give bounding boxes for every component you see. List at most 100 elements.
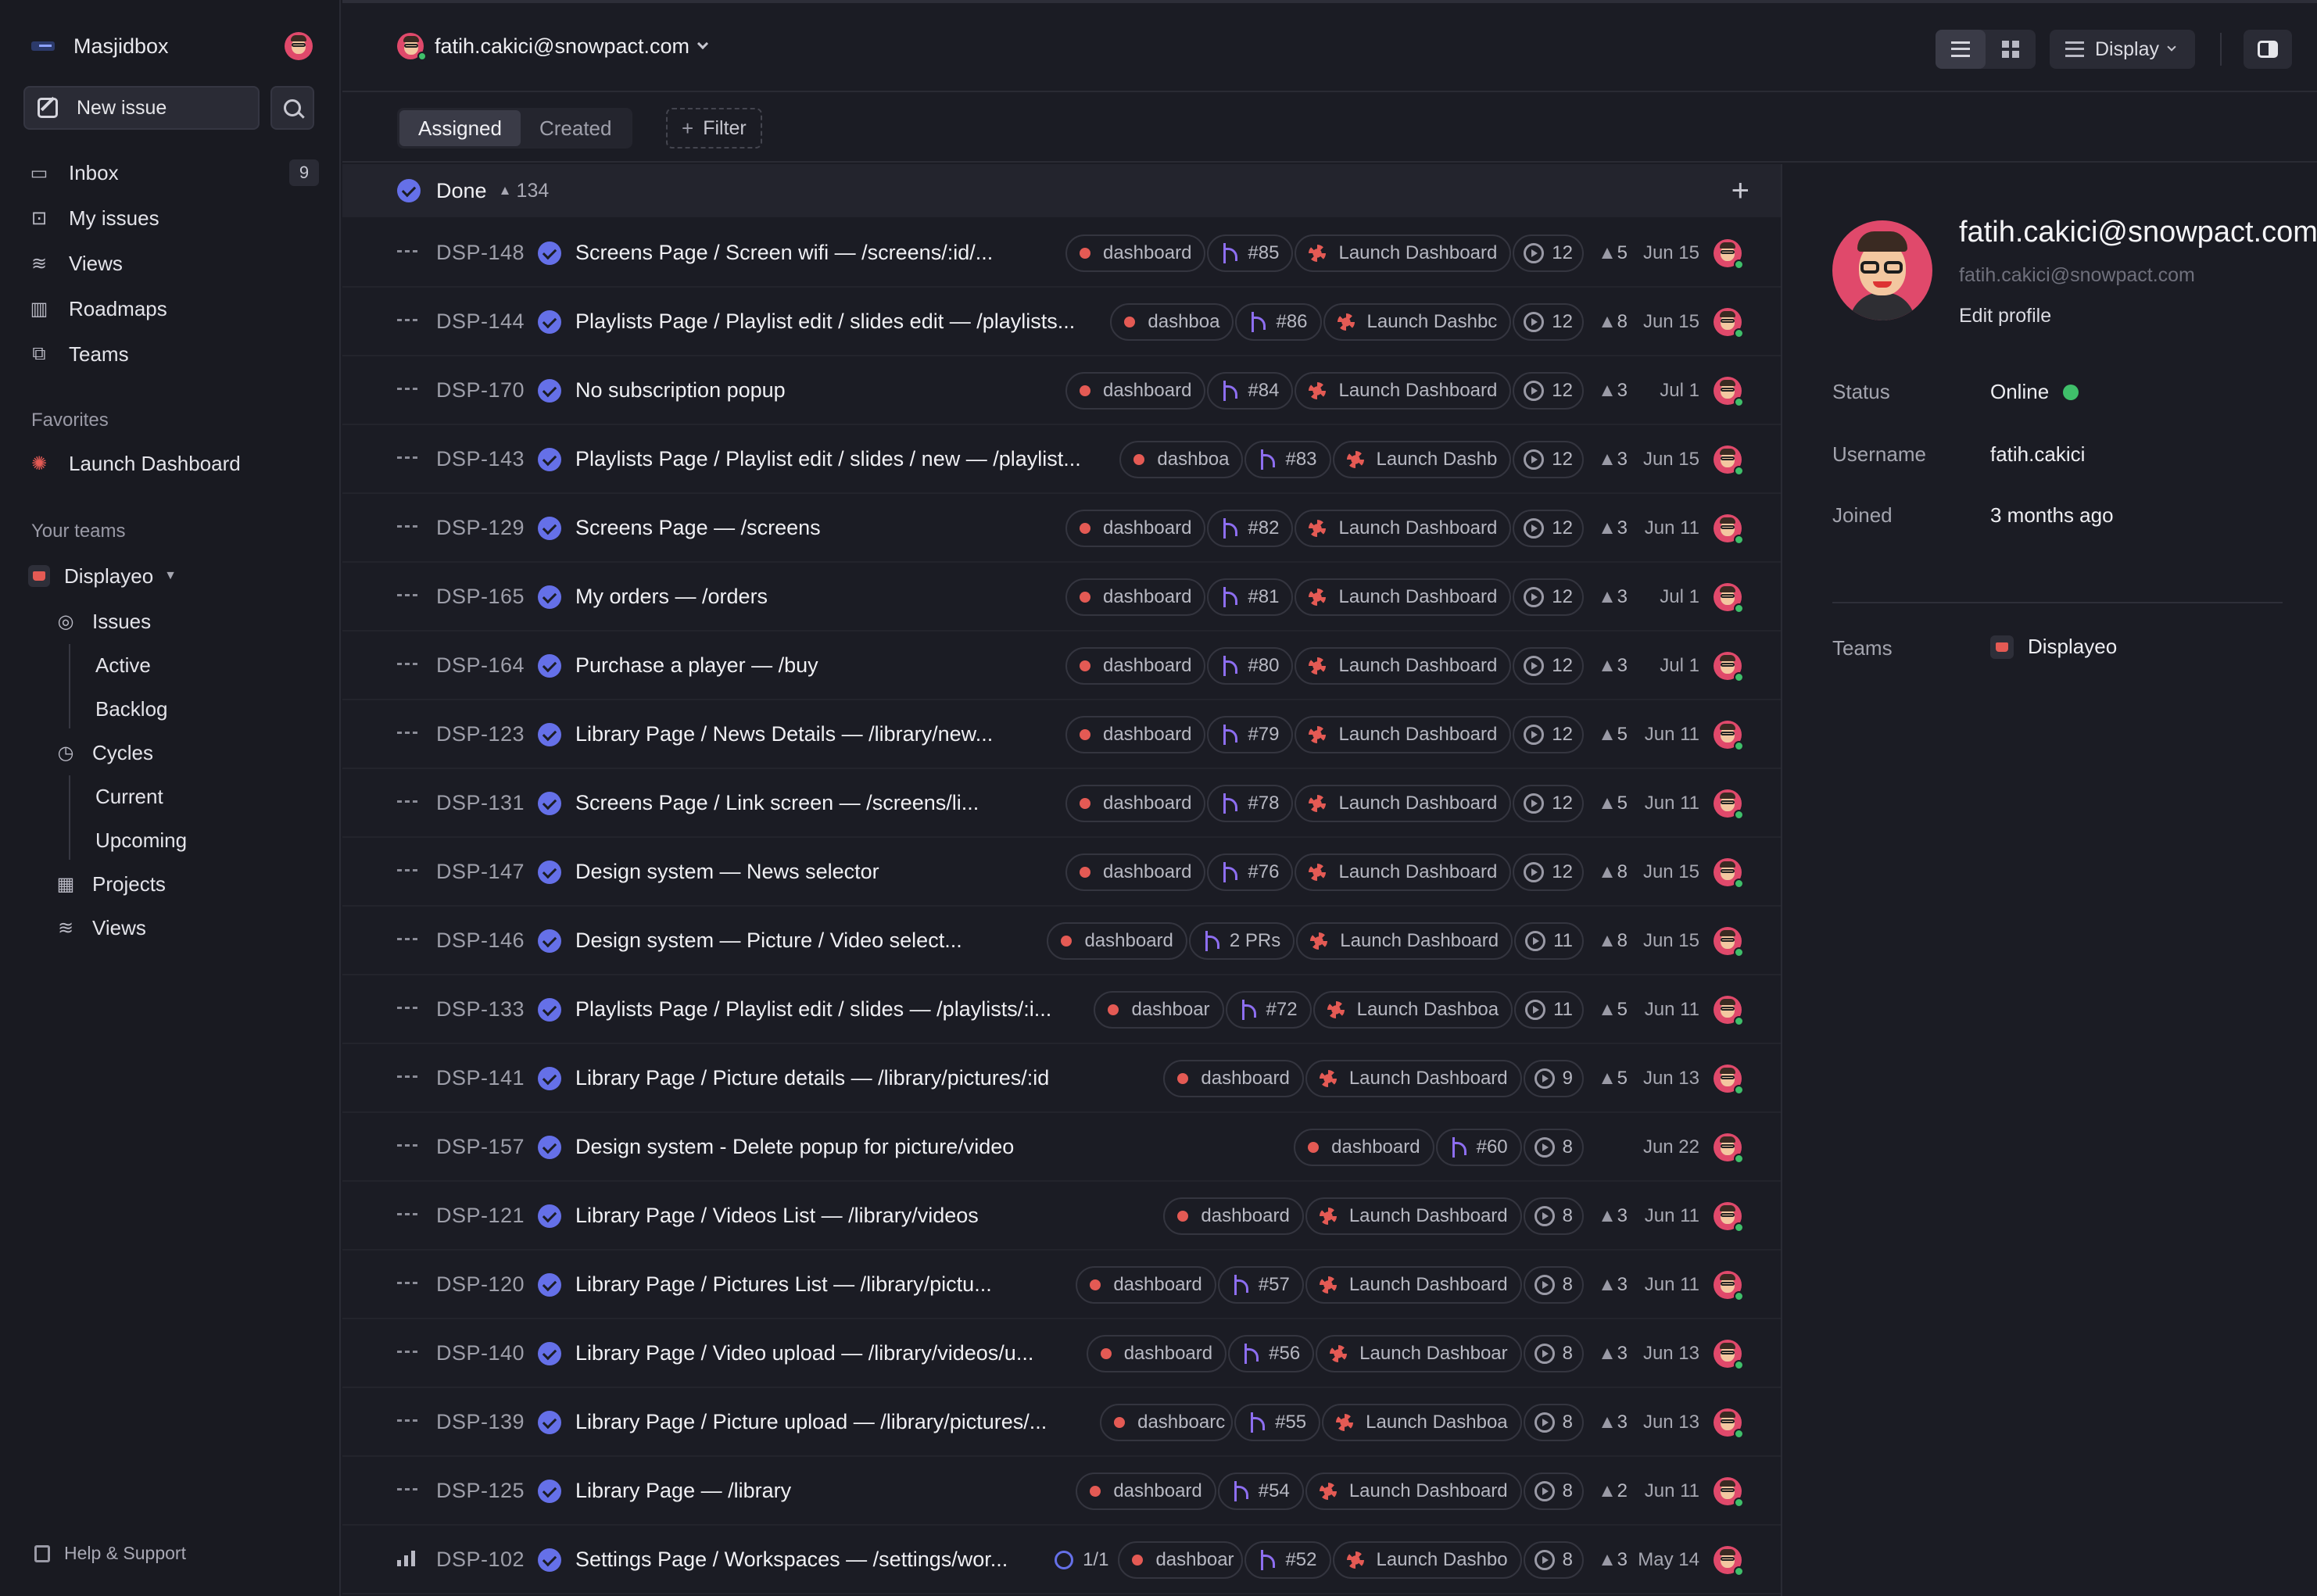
assignee-avatar[interactable] xyxy=(1714,721,1744,751)
done-status-icon[interactable] xyxy=(538,998,561,1022)
done-status-icon[interactable] xyxy=(538,242,561,265)
sidebar-item-inbox[interactable]: ▭ Inbox 9 xyxy=(28,153,319,192)
issue-row[interactable]: DSP-148 Screens Page / Screen wifi — /scr… xyxy=(342,219,1781,288)
cycle-chip[interactable]: 8 xyxy=(1523,1404,1584,1441)
no-priority-icon[interactable] xyxy=(397,1005,419,1011)
issue-row[interactable]: DSP-140 Library Page / Video upload — /li… xyxy=(342,1319,1781,1388)
label-chip[interactable]: dashboar xyxy=(1094,991,1224,1029)
estimate[interactable]: 3 xyxy=(1584,517,1628,539)
issue-row[interactable]: DSP-102 Settings Page / Workspaces — /set… xyxy=(342,1526,1781,1594)
sidebar-item-backlog[interactable]: Backlog xyxy=(95,696,168,721)
no-priority-icon[interactable] xyxy=(397,524,419,530)
pull-request-chip[interactable]: #52 xyxy=(1244,1541,1331,1579)
done-status-icon[interactable] xyxy=(538,1273,561,1297)
pull-request-chip[interactable]: #55 xyxy=(1234,1404,1321,1441)
pull-request-chip[interactable]: #60 xyxy=(1435,1129,1522,1166)
edit-profile-link[interactable]: Edit profile xyxy=(1959,305,2052,327)
cycle-chip[interactable]: 12 xyxy=(1513,441,1584,478)
cycle-chip[interactable]: 12 xyxy=(1513,785,1584,822)
assignee-avatar[interactable] xyxy=(1714,583,1744,614)
cycle-chip[interactable]: 8 xyxy=(1523,1266,1584,1304)
no-priority-icon[interactable] xyxy=(397,1074,419,1080)
label-chip[interactable]: dashboard xyxy=(1294,1129,1434,1166)
issue-row[interactable]: DSP-164 Purchase a player — /buy dashboard… xyxy=(342,632,1781,700)
no-priority-icon[interactable] xyxy=(397,386,419,392)
user-avatar[interactable] xyxy=(285,32,313,60)
estimate[interactable]: 3 xyxy=(1584,449,1628,471)
cycle-chip[interactable]: 12 xyxy=(1513,510,1584,547)
cycle-chip[interactable]: 8 xyxy=(1523,1541,1584,1579)
done-status-icon[interactable] xyxy=(538,1204,561,1228)
no-priority-icon[interactable] xyxy=(397,1487,419,1493)
estimate[interactable]: 3 xyxy=(1584,1549,1628,1571)
pull-request-chip[interactable]: #56 xyxy=(1228,1335,1315,1372)
project-chip[interactable]: Launch Dashboa xyxy=(1322,1404,1522,1441)
pull-request-chip[interactable]: #85 xyxy=(1207,234,1294,272)
assignee-avatar[interactable] xyxy=(1714,789,1744,820)
issue-row[interactable]: DSP-143 Playlists Page / Playlist edit / … xyxy=(342,425,1781,494)
subtasks-chip[interactable]: 1/1 xyxy=(1047,1541,1116,1579)
done-status-icon[interactable] xyxy=(538,448,561,471)
cycle-chip[interactable]: 12 xyxy=(1513,578,1584,616)
pull-request-chip[interactable]: #79 xyxy=(1207,716,1294,753)
estimate[interactable]: 3 xyxy=(1584,1412,1628,1433)
your-teams-heading[interactable]: Your teams xyxy=(31,521,126,542)
cycle-chip[interactable]: 11 xyxy=(1514,991,1584,1029)
assignee-avatar[interactable] xyxy=(1714,1477,1744,1508)
assignee-avatar[interactable] xyxy=(1714,308,1744,338)
estimate[interactable]: 5 xyxy=(1584,724,1628,746)
done-status-icon[interactable] xyxy=(538,1480,561,1503)
sidebar-item-projects[interactable]: ▦ Projects xyxy=(55,864,166,904)
cycle-chip[interactable]: 8 xyxy=(1523,1473,1584,1510)
label-chip[interactable]: dashboard xyxy=(1065,578,1206,616)
assignee-avatar[interactable] xyxy=(1714,514,1744,545)
no-priority-icon[interactable] xyxy=(397,455,419,461)
project-chip[interactable]: Launch Dashboard xyxy=(1295,234,1512,272)
search-button[interactable] xyxy=(270,86,314,130)
assignee-avatar[interactable] xyxy=(1714,1202,1744,1233)
estimate[interactable]: 8 xyxy=(1584,930,1628,952)
assignee-avatar[interactable] xyxy=(1714,1340,1744,1370)
user-selector[interactable]: fatih.cakici@snowpact.com xyxy=(397,33,709,61)
team-displayeo[interactable]: Displayeo ▼ xyxy=(28,556,319,596)
done-status-icon[interactable] xyxy=(538,1067,561,1090)
done-status-icon[interactable] xyxy=(538,861,561,884)
issue-row[interactable]: DSP-133 Playlists Page / Playlist edit / … xyxy=(342,975,1781,1044)
estimate[interactable]: 3 xyxy=(1584,586,1628,608)
assignee-avatar[interactable] xyxy=(1714,996,1744,1026)
done-status-icon[interactable] xyxy=(538,1342,561,1365)
cycle-chip[interactable]: 12 xyxy=(1513,853,1584,891)
done-status-icon[interactable] xyxy=(538,310,561,334)
project-chip[interactable]: Launch Dashbc xyxy=(1323,303,1512,341)
no-priority-icon[interactable] xyxy=(397,868,419,874)
estimate[interactable]: 8 xyxy=(1584,861,1628,883)
cycle-chip[interactable]: 12 xyxy=(1513,303,1584,341)
project-chip[interactable]: Launch Dashboard xyxy=(1295,578,1512,616)
estimate[interactable]: 3 xyxy=(1584,380,1628,402)
done-status-icon[interactable] xyxy=(538,723,561,746)
priority-bars-icon[interactable] xyxy=(397,1549,419,1566)
label-chip[interactable]: dashboard xyxy=(1047,922,1187,960)
label-chip[interactable]: dashboarc xyxy=(1100,1404,1234,1441)
pull-request-chip[interactable]: #83 xyxy=(1244,441,1331,478)
project-chip[interactable]: Launch Dashboa xyxy=(1312,991,1513,1029)
filter-button[interactable]: + Filter xyxy=(666,108,762,149)
issue-row[interactable]: DSP-146 Design system — Picture / Video s… xyxy=(342,907,1781,975)
label-chip[interactable]: dashboa xyxy=(1119,441,1244,478)
issue-row[interactable]: DSP-141 Library Page / Picture details — … xyxy=(342,1044,1781,1113)
no-priority-icon[interactable] xyxy=(397,592,419,599)
issue-row[interactable]: DSP-125 Library Page — /library dashboard #… xyxy=(342,1457,1781,1526)
label-chip[interactable]: dashboard xyxy=(1065,510,1206,547)
estimate[interactable]: 8 xyxy=(1584,311,1628,333)
project-chip[interactable]: Launch Dashboar xyxy=(1316,1335,1522,1372)
project-chip[interactable]: Launch Dashboard xyxy=(1295,510,1512,547)
sidebar-item-roadmaps[interactable]: ▥ Roadmaps xyxy=(28,289,319,328)
label-chip[interactable]: dashboard xyxy=(1163,1197,1304,1235)
no-priority-icon[interactable] xyxy=(397,936,419,943)
sidebar-item-my-issues[interactable]: ⊡ My issues xyxy=(28,199,319,238)
sidebar-item-team-views[interactable]: ≋ Views xyxy=(55,908,146,947)
assignee-avatar[interactable] xyxy=(1714,1546,1744,1576)
workspace-switcher[interactable]: Masjidbox xyxy=(31,28,313,64)
sidebar-item-current[interactable]: Current xyxy=(95,784,163,808)
issue-row[interactable]: DSP-120 Library Page / Pictures List — /l… xyxy=(342,1251,1781,1319)
